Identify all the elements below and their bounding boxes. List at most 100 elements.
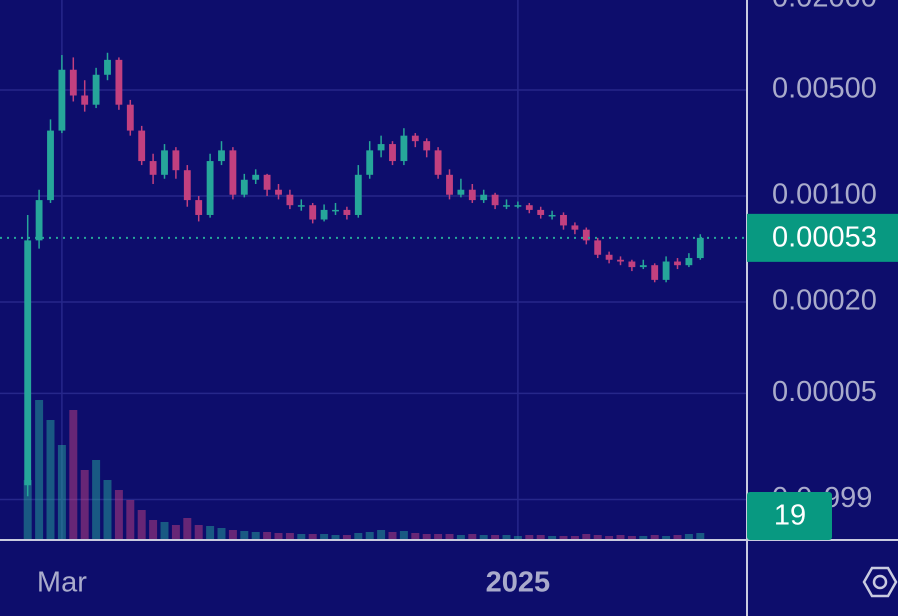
candle-body	[434, 150, 442, 175]
y-tick-label: 0.00500	[772, 73, 877, 105]
x-tick-label: 2025	[486, 567, 551, 599]
candle-body	[617, 259, 624, 262]
volume-bar	[365, 532, 374, 540]
volume-bar	[422, 534, 431, 540]
candle-body	[571, 225, 579, 230]
volume-bar	[103, 480, 112, 540]
settings-dot[interactable]	[872, 574, 888, 590]
grid	[0, 0, 747, 540]
volume-bar	[331, 535, 340, 540]
candle-body	[206, 161, 214, 215]
volume-bar	[491, 535, 500, 540]
candle-body	[514, 205, 522, 207]
volume-bar	[80, 470, 89, 540]
volume-bar	[627, 536, 636, 540]
volume-bar	[228, 530, 237, 540]
candle-body	[104, 59, 111, 75]
volume-bar	[342, 535, 351, 540]
volume-bar	[126, 500, 135, 540]
settings-icon[interactable]	[862, 566, 898, 598]
badge-label: 19	[774, 500, 806, 532]
candle-body	[480, 194, 488, 201]
volume-bar	[513, 536, 522, 540]
candle-body	[309, 205, 317, 220]
labels: 0.020000.005000.001000.000200.000050.0₅9…	[0, 0, 898, 599]
candle-body	[161, 150, 168, 175]
candle-body	[92, 74, 100, 105]
volume-bar	[149, 520, 158, 540]
candle-body	[628, 261, 636, 268]
volume-bar	[92, 460, 101, 540]
volume-bar	[525, 535, 534, 540]
volume-bar	[605, 536, 614, 540]
volume-bar	[354, 533, 363, 540]
volume-bar	[570, 536, 579, 540]
volume-bar	[639, 536, 648, 540]
volume-bar	[548, 536, 557, 540]
candle-body	[332, 209, 339, 212]
volume-bar	[468, 534, 477, 540]
candle-body	[400, 135, 408, 162]
candle-layer	[24, 52, 704, 497]
candle-body	[138, 130, 146, 162]
volume-bar	[114, 490, 123, 540]
volume-bar	[46, 420, 55, 540]
candle-body	[582, 229, 590, 241]
candle-body	[696, 237, 704, 259]
volume-bar	[559, 536, 568, 540]
candle-body	[446, 174, 453, 195]
candle-body	[172, 150, 180, 171]
candle-body	[69, 69, 77, 96]
candle-body	[468, 189, 476, 201]
volume-bar	[23, 480, 32, 540]
candle-body	[366, 150, 374, 175]
candle-body	[115, 59, 123, 105]
volume-bar	[35, 400, 44, 540]
volume-bar	[194, 525, 203, 540]
volume-bar	[502, 535, 511, 540]
volume-bar	[377, 530, 386, 540]
candle-body	[320, 209, 328, 220]
candle-body	[548, 214, 556, 217]
candle-body	[126, 104, 134, 131]
y-tick-label: 0.00100	[772, 179, 877, 211]
candle-body	[411, 135, 419, 142]
candle-body	[263, 174, 271, 190]
volume-bar	[251, 532, 260, 540]
candle-body	[275, 189, 282, 195]
volume-bar	[183, 518, 192, 540]
candle-body	[195, 200, 203, 215]
volume-bar	[308, 534, 317, 540]
volume-bar	[684, 534, 693, 540]
last-price-box	[747, 213, 898, 262]
volume-layer	[23, 400, 705, 540]
candle-body	[423, 141, 431, 151]
volume-bar	[274, 533, 283, 540]
y-tick-label: 0.02000	[772, 0, 877, 13]
candle-body	[343, 209, 351, 215]
y-tick-label: 0.00020	[772, 285, 877, 317]
volume-bar	[320, 534, 329, 540]
volume-bar	[582, 534, 591, 540]
volume-bar	[206, 526, 215, 540]
candle-body	[286, 194, 294, 206]
volume-bar	[593, 535, 602, 540]
settings-hexagon[interactable]	[862, 566, 898, 598]
volume-bar	[171, 525, 180, 540]
candle-body	[149, 161, 157, 175]
volume-bar	[616, 535, 625, 540]
volume-bar	[662, 536, 671, 540]
candle-body	[525, 205, 533, 210]
volume-bar	[160, 522, 169, 540]
badge-box	[747, 492, 832, 540]
candle-body	[685, 258, 693, 266]
candle-body	[35, 200, 43, 241]
candle-body	[354, 174, 362, 215]
candle-body	[651, 265, 659, 280]
candle-body	[183, 170, 191, 201]
volume-bar	[399, 531, 408, 540]
candle-body	[24, 240, 32, 486]
volume-bar	[240, 531, 249, 540]
